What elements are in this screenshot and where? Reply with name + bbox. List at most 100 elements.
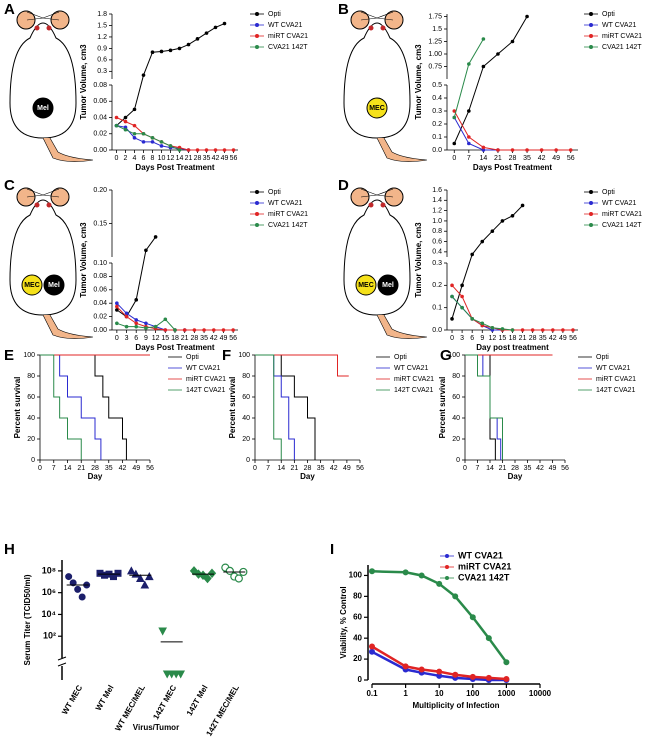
data-point xyxy=(134,324,139,329)
data-point xyxy=(500,219,505,223)
data-point xyxy=(452,141,457,146)
x-tick-label: WT MEC xyxy=(60,683,84,716)
x-tick-label: WT Mel xyxy=(94,684,116,713)
y-tick-label: 100 xyxy=(23,352,35,359)
legend-label: Opti xyxy=(602,189,615,196)
x-tick-label: 3 xyxy=(460,335,464,342)
legend-label: WT CVA21 xyxy=(602,200,636,207)
legend-marker xyxy=(445,554,449,558)
y-tick-label: 0.3 xyxy=(432,260,442,267)
mouse-whiskers xyxy=(26,188,60,198)
x-tick-label: 0 xyxy=(115,335,119,342)
data-point xyxy=(467,109,471,113)
series-line xyxy=(451,284,573,331)
data-point xyxy=(540,328,545,332)
data-point xyxy=(192,328,197,332)
x-tick-label: 28 xyxy=(91,465,99,472)
panel-label: D xyxy=(338,177,349,194)
axis-break xyxy=(57,656,67,667)
x-tick-label: 35 xyxy=(317,465,325,472)
mouse-ear xyxy=(50,187,70,207)
data-point xyxy=(141,131,146,136)
y-tick-label: 20 xyxy=(27,436,35,443)
legend-marker xyxy=(255,223,259,227)
tumor-marker xyxy=(43,274,65,296)
x-tick-label: 10 xyxy=(435,689,444,698)
data-point xyxy=(115,301,119,306)
y-tick-label: 1.00 xyxy=(428,51,442,58)
mouse-eye xyxy=(368,202,374,208)
data-point xyxy=(124,324,129,329)
x-tick-label: 28 xyxy=(529,335,537,342)
y-tick-label: 1.5 xyxy=(97,22,107,29)
data-point xyxy=(436,672,443,679)
legend-label: CVA21 142T xyxy=(602,222,642,229)
data-point xyxy=(163,317,168,322)
data-point xyxy=(470,317,474,321)
data-point xyxy=(114,569,122,577)
y-tick-label: 1.8 xyxy=(97,11,107,18)
legend-label: WT CVA21 xyxy=(596,365,630,372)
data-point xyxy=(135,573,145,582)
mouse-tail xyxy=(376,137,428,162)
data-point xyxy=(481,37,486,41)
x-tick-label: 42 xyxy=(536,465,544,472)
y-tick-label: 0.6 xyxy=(97,57,107,64)
x-tick-label: 42 xyxy=(549,335,557,342)
mouse-eye xyxy=(34,202,40,208)
y-tick-label: 1.4 xyxy=(432,197,442,204)
x-axis-label: Virus/Tumor xyxy=(133,723,179,732)
x-tick-label: 6 xyxy=(470,335,474,342)
data-point xyxy=(480,239,485,244)
x-tick-label: 7 xyxy=(467,155,471,162)
x-tick-label: 42 xyxy=(210,335,218,342)
data-point xyxy=(132,136,137,140)
tumor-label: Mel xyxy=(37,105,49,112)
mouse-tail xyxy=(42,137,94,162)
survival-curve xyxy=(40,354,82,460)
y-tick-label: 0 xyxy=(31,457,35,464)
x-tick-label: 7 xyxy=(266,465,270,472)
data-point xyxy=(510,213,515,218)
series-line xyxy=(116,23,225,126)
data-point xyxy=(78,593,86,601)
x-tick-label: 7 xyxy=(476,465,480,472)
x-tick-label: 0 xyxy=(38,465,42,472)
x-tick-label: 35 xyxy=(523,155,531,162)
legend-marker xyxy=(589,12,593,16)
x-tick-label: 28 xyxy=(190,335,198,342)
x-tick-label: 18 xyxy=(509,335,517,342)
data-point xyxy=(204,148,209,152)
data-point xyxy=(485,635,492,642)
data-point xyxy=(123,119,128,124)
data-point xyxy=(554,148,558,152)
data-point xyxy=(503,675,510,682)
y-tick-label: 1.6 xyxy=(432,187,442,194)
data-point xyxy=(467,62,471,66)
x-tick-label: 35 xyxy=(200,335,208,342)
series-line xyxy=(453,117,498,151)
y-tick-label: 0.04 xyxy=(93,114,107,121)
data-point xyxy=(460,305,464,310)
data-point xyxy=(213,25,218,30)
mouse-body xyxy=(343,22,411,139)
data-point xyxy=(123,115,128,120)
mouse-eye xyxy=(380,202,386,208)
legend-label: miRT CVA21 xyxy=(394,376,434,383)
data-point xyxy=(480,321,485,326)
data-point xyxy=(561,328,565,332)
data-point xyxy=(225,566,234,575)
legend-marker xyxy=(589,34,593,38)
x-tick-label: 21 xyxy=(77,465,85,472)
x-tick-label: 12 xyxy=(152,335,160,342)
y-tick-label: 0.2 xyxy=(432,282,442,289)
x-tick-label: 49 xyxy=(552,155,560,162)
mouse-body xyxy=(9,22,77,139)
data-point xyxy=(510,39,515,44)
data-point xyxy=(211,328,216,332)
y-tick-label: 0.15 xyxy=(93,220,107,227)
mouse-eye xyxy=(34,25,40,31)
legend-label: miRT CVA21 xyxy=(268,211,308,218)
data-point xyxy=(418,572,425,579)
x-tick-label: 2 xyxy=(124,155,128,162)
